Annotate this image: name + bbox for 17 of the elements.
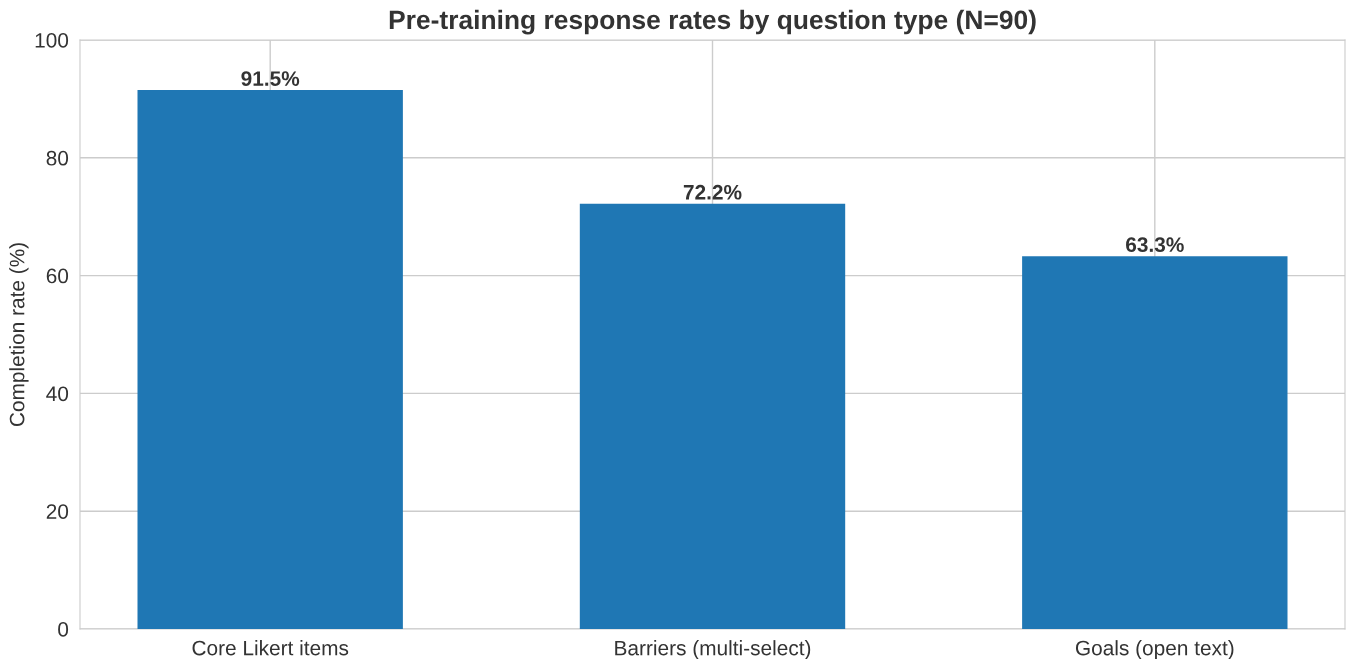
data-label: 72.2% — [683, 184, 742, 200]
y-tick-label: 100 — [35, 33, 69, 48]
chart-title: Pre-training response rates by question type (N=90) — [389, 9, 1036, 35]
x-tick-label: Barriers (multi-select) — [615, 640, 811, 659]
bar — [137, 90, 403, 629]
y-tick-label: 80 — [46, 150, 69, 166]
x-tick-label: Core Likert items — [192, 640, 349, 656]
bar — [1022, 256, 1288, 629]
data-label: 63.3% — [1126, 237, 1184, 253]
y-tick-label: 60 — [46, 268, 69, 284]
bar — [579, 203, 846, 629]
x-tick-label: Goals (open text) — [1075, 640, 1234, 659]
y-tick-label: 40 — [46, 386, 69, 402]
y-tick-label: 0 — [58, 622, 69, 637]
y-tick-label: 20 — [46, 504, 69, 519]
y-axis-title: Completion rate (%) — [9, 243, 29, 427]
data-label: 91.5% — [241, 71, 300, 86]
